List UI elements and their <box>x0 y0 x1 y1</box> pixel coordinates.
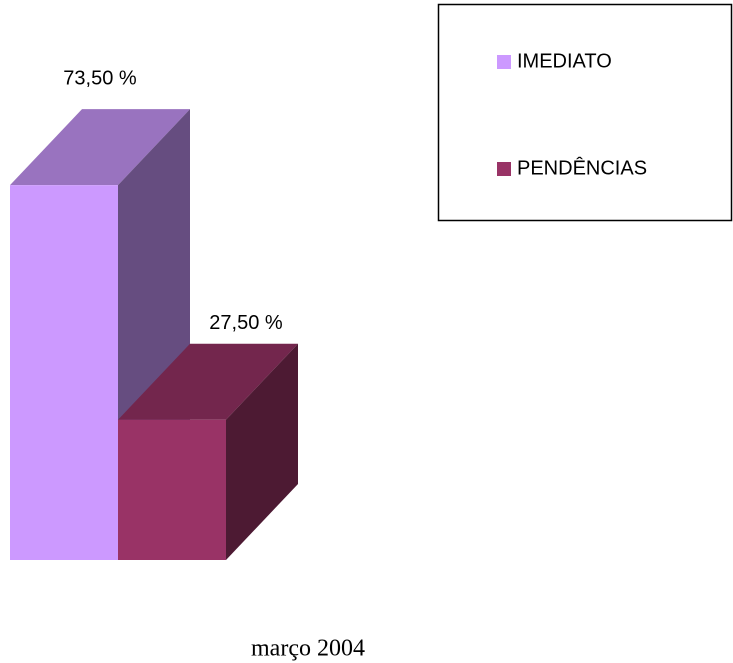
category-label: março 2004 <box>251 636 365 662</box>
bar-side <box>226 343 298 560</box>
value-label: 73,50 % <box>63 67 137 89</box>
bar-top <box>10 109 190 186</box>
bar-top <box>118 343 298 420</box>
legend-swatch <box>497 55 511 69</box>
legend-box <box>437 3 733 222</box>
legend-label: IMEDIATO <box>517 50 612 72</box>
legend-swatch <box>497 162 511 176</box>
bar <box>118 419 226 560</box>
value-label: 27,50 % <box>209 312 283 334</box>
legend-label: PENDÊNCIAS <box>517 156 647 179</box>
bar <box>10 185 118 560</box>
